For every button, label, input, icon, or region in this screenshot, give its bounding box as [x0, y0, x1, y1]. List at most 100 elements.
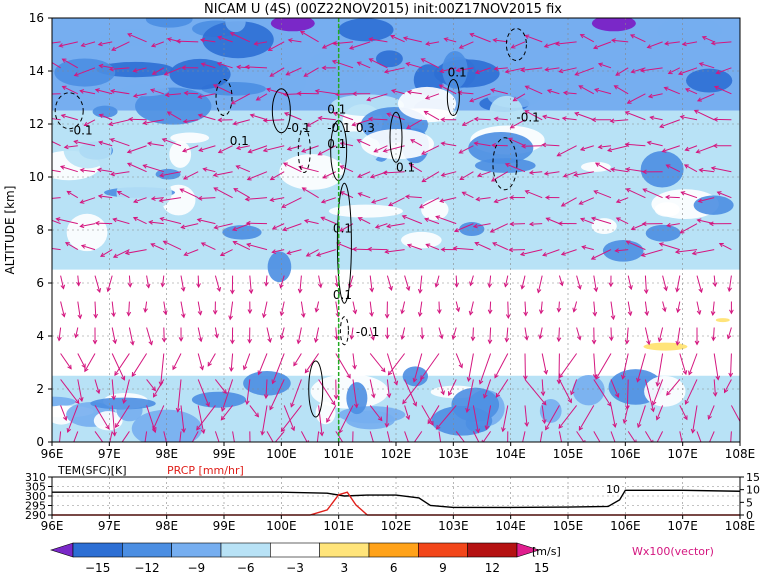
wind-vector-head: [665, 164, 671, 169]
wind-vector: [214, 327, 218, 338]
wind-vector-head: [420, 58, 426, 63]
wind-vector: [60, 301, 65, 317]
wind-vector: [340, 191, 354, 199]
wind-vector: [220, 405, 233, 421]
wind-vector-head: [542, 114, 548, 120]
wind-vector: [133, 93, 147, 97]
wind-vector-head: [229, 32, 235, 37]
wind-vector: [508, 137, 526, 147]
wind-vector-head: [490, 177, 496, 182]
wind-vector-head: [451, 334, 457, 340]
wind-vector-head: [213, 224, 219, 230]
wind-vector: [692, 405, 698, 433]
wind-vector: [491, 171, 509, 182]
wind-vector: [387, 223, 405, 228]
wind-vector-head: [66, 190, 72, 196]
wind-vector: [402, 379, 423, 404]
wind-vector-head: [247, 309, 253, 315]
wind-vector-head: [447, 391, 453, 397]
wind-vector: [321, 217, 336, 225]
wind-vector-head: [182, 175, 188, 180]
wind-vector: [316, 249, 336, 256]
wind-vector: [730, 405, 740, 423]
wind-vector-head: [178, 444, 182, 448]
wind-vector-head: [180, 313, 186, 319]
wind-vector: [474, 142, 491, 147]
wind-vector: [369, 301, 373, 316]
wind-vector: [321, 197, 336, 203]
wind-vector: [254, 41, 268, 45]
wind-vector-head: [427, 419, 432, 425]
colorbar-label: −15: [85, 561, 110, 575]
sub-x-tick-label: 96E: [41, 519, 64, 533]
wind-vector-head: [387, 370, 393, 376]
wind-vector-head: [321, 44, 327, 49]
sub-x-tick-label: 99E: [213, 519, 236, 533]
wind-vector: [631, 223, 646, 230]
wind-vector-head: [290, 426, 296, 432]
wind-vector: [520, 249, 543, 256]
wind-vector: [67, 191, 79, 199]
heatmap-patch: [586, 198, 639, 211]
wind-vector: [455, 301, 460, 312]
wind-vector-head: [162, 310, 168, 316]
wind-vector: [243, 353, 251, 370]
wind-vector: [318, 275, 322, 288]
heatmap-patch: [308, 240, 353, 252]
wind-vector: [524, 110, 543, 121]
wind-vector-head: [562, 90, 568, 96]
x-tick-label: 101E: [323, 447, 354, 461]
wind-vector-head: [470, 336, 476, 342]
wind-vector-head: [46, 92, 50, 96]
wind-vector: [94, 431, 104, 442]
wind-vector-head: [421, 150, 427, 155]
wind-vector-head: [271, 225, 277, 230]
wind-vector: [469, 301, 474, 315]
wind-vector-head: [425, 41, 431, 46]
wind-vector: [272, 249, 285, 253]
wind-vector-head: [628, 285, 633, 291]
wind-vector: [191, 431, 199, 442]
heatmap-patch: [686, 68, 733, 93]
wind-vector: [730, 353, 732, 377]
wind-vector: [684, 164, 698, 173]
wind-vector: [349, 41, 371, 49]
wind-vector: [679, 353, 687, 375]
wind-vector: [626, 327, 629, 344]
wind-vector-head: [376, 457, 380, 461]
wind-vector-head: [264, 281, 269, 287]
wind-vector: [616, 217, 629, 225]
wind-vector-head: [691, 250, 697, 256]
wind-vector: [492, 144, 508, 147]
wind-vector: [541, 379, 544, 396]
wind-vector: [685, 145, 698, 151]
y-tick-label: 16: [29, 11, 44, 25]
wind-vector-head: [380, 367, 386, 373]
wind-vector-head: [713, 85, 719, 91]
wind-vector-head: [384, 249, 390, 255]
wind-vector-head: [453, 227, 459, 233]
wind-vector-head: [74, 333, 79, 339]
wind-vector-head: [158, 198, 164, 203]
wind-vector-head: [393, 380, 399, 386]
wind-vector: [386, 353, 398, 385]
wind-vector-head: [424, 95, 430, 100]
wind-vector-head: [643, 289, 649, 295]
wind-vector-head: [578, 426, 584, 431]
wind-vector-head: [713, 117, 718, 122]
wind-vector: [299, 275, 302, 293]
wind-vector-head: [357, 217, 363, 222]
wind-vector-head: [521, 143, 526, 149]
wind-vector-head: [609, 118, 615, 124]
wind-vector: [682, 41, 698, 45]
wind-vector-head: [684, 399, 690, 405]
wind-vector-head: [452, 246, 458, 251]
wind-vector-head: [439, 68, 445, 74]
wind-vector: [220, 249, 233, 256]
wind-vector: [249, 431, 251, 442]
wind-vector-head: [417, 288, 423, 294]
wind-vector-head: [180, 224, 186, 230]
wind-vector: [77, 353, 86, 368]
x-tick-label: 103E: [438, 447, 469, 461]
wind-vector-head: [143, 307, 148, 313]
